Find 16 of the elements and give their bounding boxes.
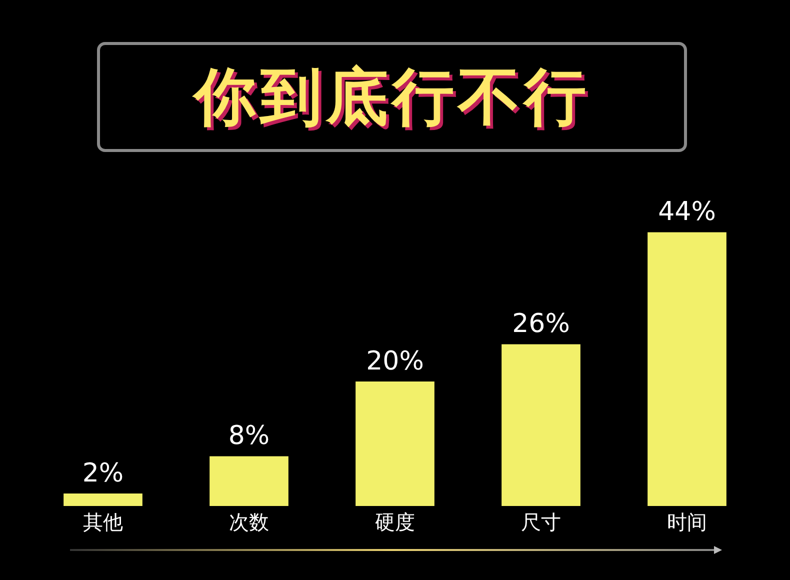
bar bbox=[356, 382, 434, 506]
bar bbox=[502, 344, 580, 506]
data-label: 44% bbox=[658, 196, 716, 227]
data-label: 8% bbox=[228, 420, 270, 451]
data-label: 26% bbox=[512, 308, 570, 339]
x-tick-label: 时间 bbox=[667, 510, 707, 534]
data-label: 2% bbox=[82, 458, 124, 488]
x-tick-label: 硬度 bbox=[375, 510, 415, 534]
data-label: 20% bbox=[366, 346, 424, 376]
chart-title: 你到底行不行 bbox=[194, 59, 590, 135]
bar bbox=[648, 232, 726, 506]
bar bbox=[210, 456, 288, 506]
x-tick-label: 尺寸 bbox=[521, 510, 561, 534]
x-tick-label: 次数 bbox=[229, 510, 269, 534]
x-tick-label: 其他 bbox=[83, 510, 123, 534]
bar bbox=[64, 494, 142, 506]
